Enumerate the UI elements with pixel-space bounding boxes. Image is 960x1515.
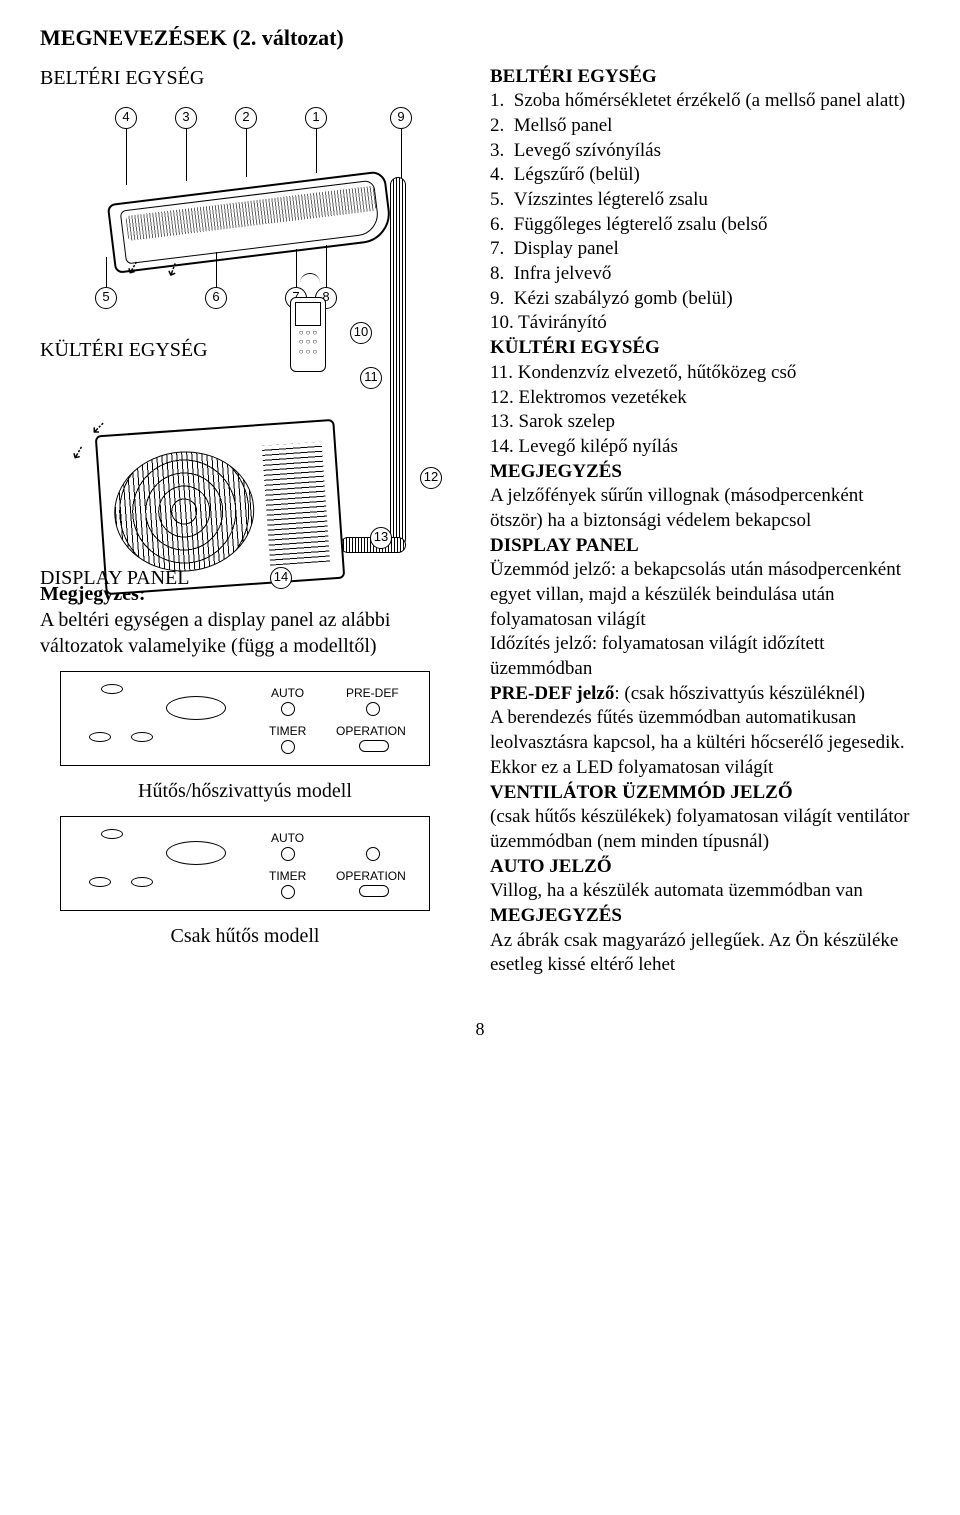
- airflow-icon: ⇣: [65, 439, 90, 467]
- panel-auto-label: AUTO: [271, 831, 304, 847]
- note2-body: Az ábrák csak magyarázó jellegűek. Az Ön…: [490, 929, 920, 978]
- fan-mode-heading: VENTILÁTOR ÜZEMMÓD JELZŐ: [490, 781, 920, 806]
- auto-heading: AUTO JELZŐ: [490, 855, 920, 880]
- outdoor-heading: KÜLTÉRI EGYSÉG: [490, 336, 920, 361]
- predef-label: PRE-DEF jelző: [490, 683, 614, 704]
- indoor-unit-illustration: [107, 170, 393, 274]
- callout-9: 9: [390, 107, 412, 129]
- auto-body: Villog, ha a készülék automata üzemmódba…: [490, 879, 920, 904]
- panel-operation-label: OPERATION: [336, 724, 406, 740]
- callout-4: 4: [115, 107, 137, 129]
- fan-mode-body: (csak hűtős készülékek) folyamatosan vil…: [490, 805, 920, 854]
- panel2-caption: Csak hűtős modell: [60, 923, 430, 949]
- callout-11: 11: [360, 367, 382, 389]
- callout-6: 6: [205, 287, 227, 309]
- predef-body: A berendezés fűtés üzemmódban automatiku…: [490, 706, 920, 780]
- callout-12: 12: [420, 467, 442, 489]
- callout-10: 10: [350, 322, 372, 344]
- description-column: BELTÉRI EGYSÉG 1. Szoba hőmérsékletet ér…: [490, 65, 920, 978]
- panel-predef-label: PRE-DEF: [346, 686, 399, 702]
- ir-waves-icon: [300, 273, 320, 293]
- panel-operation-label: OPERATION: [336, 869, 406, 885]
- callout-2: 2: [235, 107, 257, 129]
- display-panel-variant-1: AUTO PRE-DEF TIMER OPERATION: [60, 671, 430, 766]
- outdoor-list: 11. Kondenzvíz elvezető, hűtőközeg cső 1…: [516, 361, 920, 460]
- callout-5: 5: [95, 287, 117, 309]
- panel-timer-label: TIMER: [269, 724, 306, 740]
- indoor-heading: BELTÉRI EGYSÉG: [490, 65, 920, 90]
- outdoor-unit-label: KÜLTÉRI EGYSÉG: [40, 337, 208, 363]
- display-panel-label: DISPLAY PANEL: [40, 565, 189, 591]
- note-line: A beltéri egységen a display panel az al…: [40, 607, 470, 633]
- display-panel-variant-2: AUTO TIMER OPERATION: [60, 816, 430, 911]
- callout-13: 13: [370, 527, 392, 549]
- callout-14: 14: [270, 567, 292, 589]
- panel-auto-label: AUTO: [271, 686, 304, 702]
- note-line: változatok valamelyike (függ a modelltől…: [40, 633, 470, 659]
- note2-heading: MEGJEGYZÉS: [490, 904, 920, 929]
- callout-3: 3: [175, 107, 197, 129]
- unit-diagram: 4 3 2 1 9 5 6 7 8: [40, 97, 460, 597]
- predef-tail: : (csak hőszivattyús készüléknél): [614, 683, 865, 704]
- page-number: 8: [40, 1018, 920, 1041]
- panel-timer-label: TIMER: [269, 869, 306, 885]
- page-title: MEGNEVEZÉSEK (2. változat): [40, 24, 920, 53]
- timer-indicator-text: Időzítés jelző: folyamatosan világít idő…: [490, 632, 920, 681]
- callout-1: 1: [305, 107, 327, 129]
- panel1-caption: Hűtős/hőszivattyús modell: [60, 778, 430, 804]
- pipe-illustration: [390, 177, 406, 547]
- note-heading: MEGJEGYZÉS: [490, 460, 920, 485]
- mode-indicator-text: Üzemmód jelző: a bekapcsolás után másodp…: [490, 558, 920, 632]
- indoor-unit-label: BELTÉRI EGYSÉG: [40, 65, 470, 91]
- remote-illustration: [290, 297, 326, 372]
- display-panel-heading: DISPLAY PANEL: [490, 534, 920, 559]
- note-body: A jelzőfények sűrűn villognak (másodperc…: [490, 484, 920, 533]
- indoor-list: 1. Szoba hőmérsékletet érzékelő (a mells…: [516, 89, 920, 336]
